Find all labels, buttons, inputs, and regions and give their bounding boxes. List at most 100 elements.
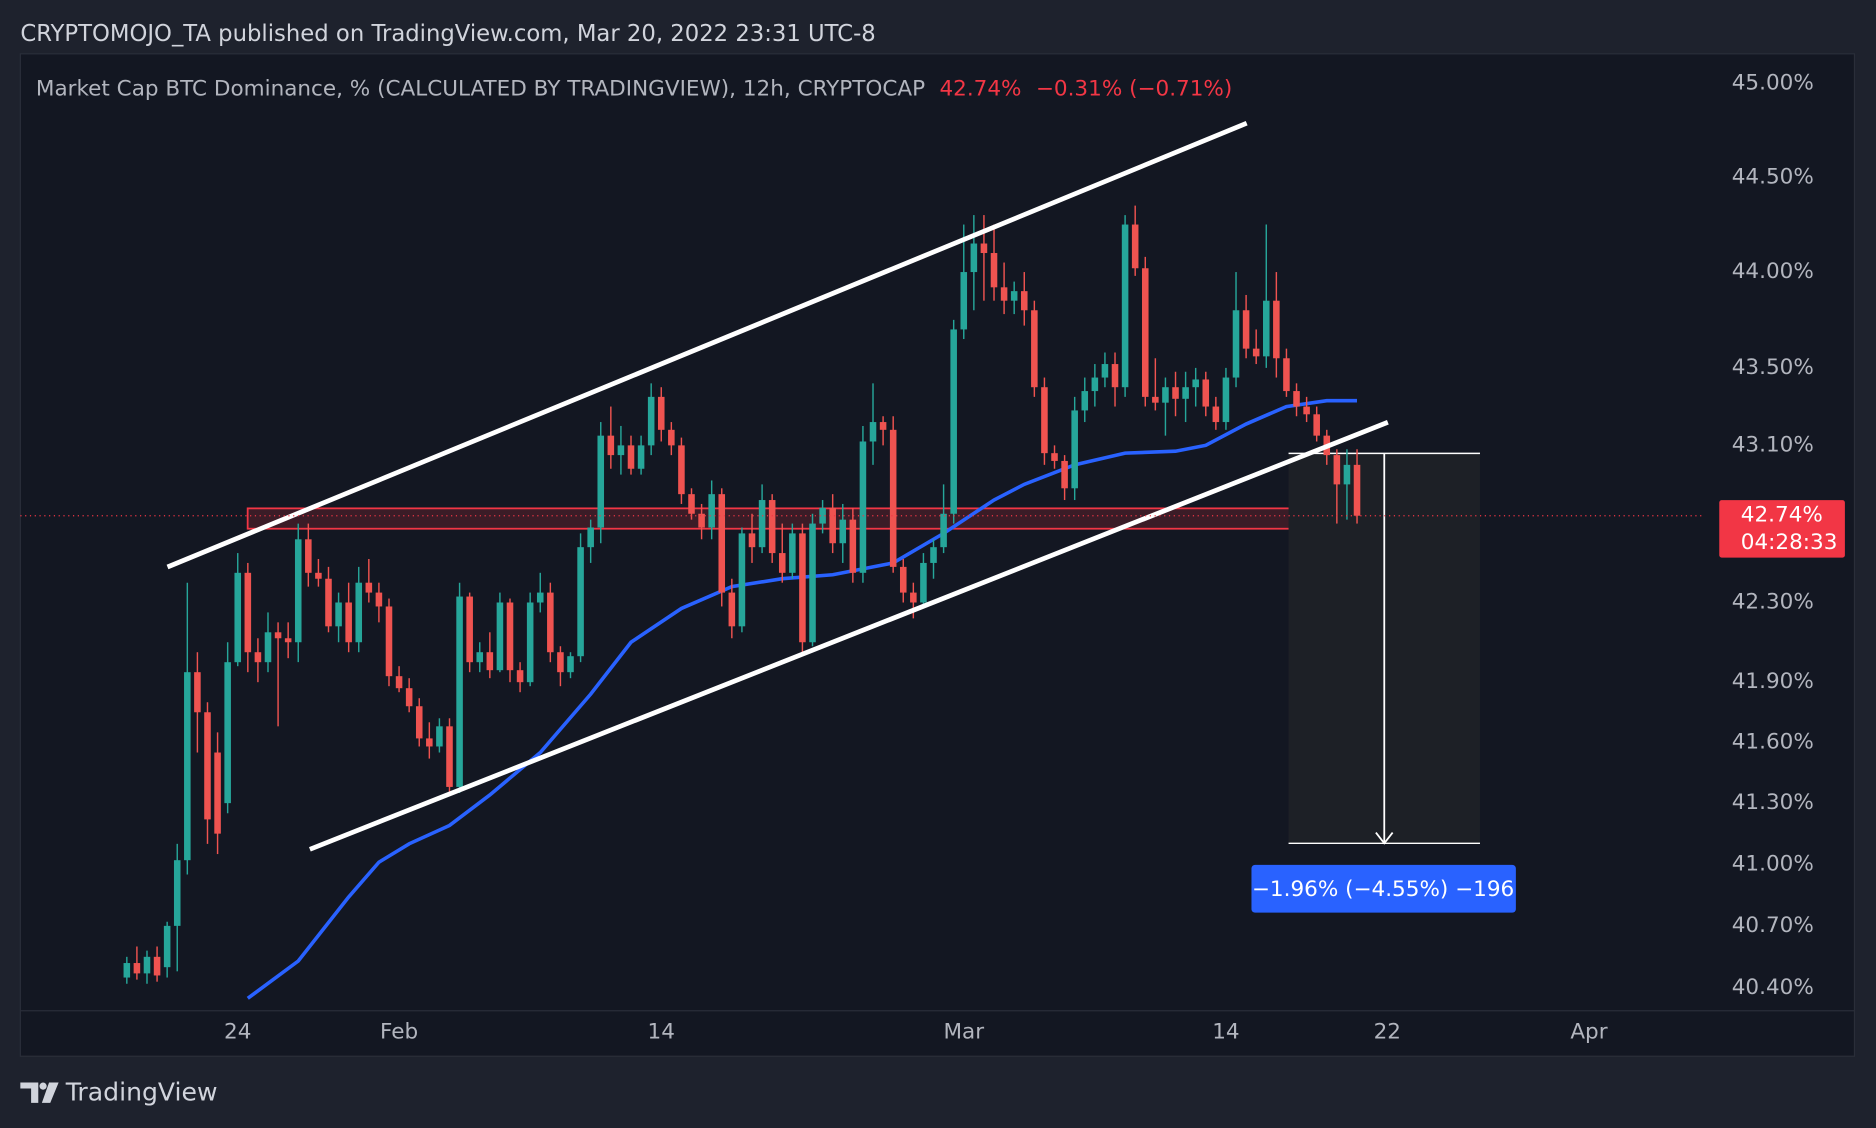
measure-label: −1.96% (−4.55%) −196 [1252,877,1514,902]
candle-body [1182,387,1189,399]
candle-body [1091,377,1099,392]
candle-body [264,632,272,663]
candle-body [657,396,665,430]
candle-body [365,582,373,593]
brand-logo: TradingView [20,1077,218,1106]
candle-body [889,429,897,567]
y-tick-label: 40.40% [1732,975,1814,1000]
candle-body [254,652,262,663]
candle-body [1131,224,1139,269]
candle-body [688,494,695,514]
candle-body [980,243,988,254]
candle-body [678,445,685,495]
candle-body [899,566,907,593]
candle-body [617,445,625,456]
candle-body [748,533,756,548]
y-tick-label: 41.60% [1732,729,1814,754]
y-tick-label: 40.70% [1732,913,1814,938]
candle-body [325,578,332,627]
candle-body [315,572,322,579]
x-tick-label: Mar [943,1019,984,1044]
candle-body [789,533,796,573]
candle-body [1303,406,1310,415]
candle-body [1242,310,1250,349]
candle-body [839,519,847,544]
candle-body [728,592,736,627]
candle-body [143,956,151,974]
legend-value: 42.74% [939,77,1021,102]
candle-body [738,533,746,627]
legend-change: −0.31% (−0.71%) [1036,77,1232,102]
candle-body [708,494,715,528]
candle-body [597,435,605,528]
y-tick-label: 41.90% [1732,669,1814,694]
candle-body [375,592,383,607]
candle-body [990,253,998,288]
logo-v [41,1082,59,1103]
candle-body [1313,414,1320,436]
candle-body [1111,364,1119,388]
candle-body [849,519,857,573]
candle-body [486,652,494,671]
logo-t [20,1082,39,1103]
candle-body [345,602,352,643]
candle-body [496,602,504,671]
candle-body [1141,268,1149,397]
candle-body [385,606,393,677]
candle-body [859,441,867,573]
last-price-label: 42.74% [1741,503,1823,528]
candle-body [778,553,786,573]
candle-body [1101,364,1109,378]
x-tick-label: Feb [380,1019,418,1044]
candle-body [355,582,363,643]
x-tick-label: 24 [224,1019,251,1044]
candle-body [627,445,635,469]
candle-body [153,956,161,976]
candle-body [184,672,191,861]
candle-body [446,726,453,787]
candle-body [809,523,816,643]
candle-body [940,513,947,548]
candle-body [819,507,826,524]
candle-body [476,652,484,663]
y-tick-label: 41.30% [1732,790,1814,815]
logo-dot [39,1082,47,1090]
candle-body [698,513,705,528]
brand: TradingView [65,1077,218,1106]
candle-body [1192,379,1199,388]
candle-body [456,596,463,787]
candle-body [607,435,615,456]
candle-body [405,688,413,707]
candle-body [1121,224,1129,388]
candle-body [1031,310,1038,388]
candle-body [436,726,443,747]
candle-body [587,527,594,548]
candle-body [335,602,342,627]
x-tick-label: 22 [1374,1019,1401,1044]
candle-body [173,860,181,926]
candle-body [506,602,514,671]
candle-body [415,706,423,739]
x-tick-label: Apr [1570,1019,1607,1044]
candle-body [758,500,766,548]
candle-body [1061,460,1068,489]
candle-body [194,672,201,713]
candle-body [395,676,403,689]
candle-body [305,539,312,573]
candle-body [163,925,171,968]
y-tick-label: 43.10% [1732,432,1814,457]
candle-body [466,596,473,663]
candle-body [1162,387,1169,403]
candle-body [526,602,534,683]
candle-body [1172,387,1179,399]
attribution: CRYPTOMOJO_TA published on TradingView.c… [20,21,875,47]
y-tick-label: 45.00% [1732,71,1814,96]
candle-body [1010,291,1018,301]
candle-body [647,396,655,446]
candle-body [1152,396,1159,403]
candle-body [1041,387,1048,454]
candle-body [637,445,645,469]
candle-body [1071,410,1078,489]
candle-body [960,272,968,330]
